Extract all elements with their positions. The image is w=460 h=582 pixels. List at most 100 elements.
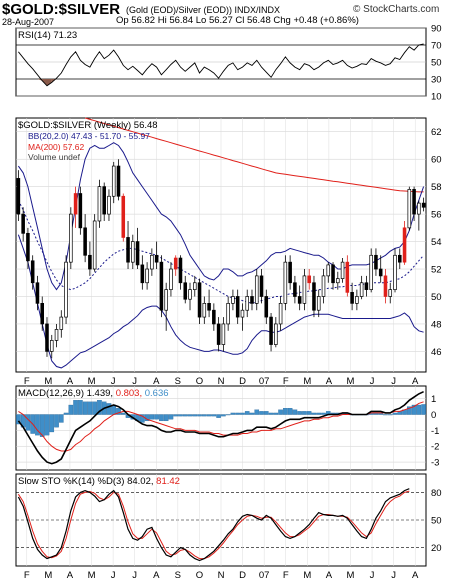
macd-label-signal: 0.803, bbox=[115, 388, 145, 399]
sto-tick-label: 50 bbox=[431, 516, 442, 527]
candle-body bbox=[207, 303, 211, 311]
candle-body bbox=[192, 282, 197, 290]
ma-label: MA(200) 57.62 bbox=[28, 142, 85, 152]
macd-histogram-bar bbox=[97, 400, 102, 415]
chart-date: 28-Aug-2007 bbox=[2, 17, 55, 27]
macd-histogram-bar bbox=[78, 400, 83, 415]
candle-body bbox=[92, 220, 97, 270]
macd-histogram-bar bbox=[316, 412, 322, 415]
macd-histogram-bar bbox=[387, 414, 393, 416]
bb-lower-line bbox=[17, 234, 424, 369]
x-axis-label: J bbox=[111, 376, 116, 387]
candle-body bbox=[26, 232, 30, 262]
macd-histogram-bar bbox=[278, 409, 283, 415]
x-axis-label: N bbox=[218, 376, 225, 387]
macd-histogram-bar bbox=[411, 404, 417, 415]
candle-body bbox=[269, 316, 273, 345]
macd-tick-label: -2 bbox=[431, 442, 439, 453]
x-axis-label: M bbox=[88, 570, 96, 581]
candle-body bbox=[183, 282, 188, 300]
candle-body bbox=[159, 261, 164, 311]
candle-body bbox=[78, 193, 83, 229]
candle-body bbox=[245, 296, 250, 311]
macd-histogram-bar bbox=[173, 414, 179, 417]
x-axis-label: J bbox=[391, 376, 396, 387]
macd-histogram-bar bbox=[149, 414, 155, 420]
macd-histogram-bar bbox=[211, 414, 217, 417]
macd-histogram-bar bbox=[120, 412, 126, 415]
candle-body bbox=[235, 296, 240, 318]
macd-histogram-bar bbox=[192, 414, 198, 417]
rsi-tick-label: 90 bbox=[431, 24, 442, 35]
macd-histogram-bar bbox=[407, 406, 412, 415]
candle-body bbox=[126, 237, 130, 263]
rsi-panel: 90 70 50 30 10 bbox=[15, 24, 442, 103]
candle-body bbox=[49, 340, 54, 352]
macd-histogram-bar bbox=[63, 412, 69, 415]
candle-body bbox=[30, 260, 35, 284]
candle-body bbox=[83, 227, 87, 256]
x-axis-label: J bbox=[111, 570, 116, 581]
rsi-tick-label: 50 bbox=[431, 58, 442, 69]
macd-histogram-bar bbox=[392, 412, 398, 415]
candle-body bbox=[412, 189, 416, 215]
x-axis-label: F bbox=[283, 570, 289, 581]
sto-k-line bbox=[17, 488, 410, 562]
price-tick-label: 62 bbox=[431, 127, 442, 138]
x-axis-label: F bbox=[24, 570, 30, 581]
sto-tick-label: 20 bbox=[431, 543, 442, 554]
candle-body bbox=[121, 195, 126, 238]
x-axis-top: F M A M J J A S O N D 07 F M A M J J A bbox=[24, 376, 419, 387]
candle-body bbox=[111, 165, 116, 197]
x-axis-label: A bbox=[412, 376, 419, 387]
macd-histogram-bar bbox=[225, 414, 231, 416]
macd-histogram-bar bbox=[92, 401, 97, 415]
macd-histogram-bar bbox=[202, 414, 207, 417]
macd-histogram-bar bbox=[292, 409, 298, 415]
candle-body bbox=[231, 296, 235, 304]
candle-body bbox=[407, 189, 412, 229]
macd-histogram-bar bbox=[383, 414, 388, 416]
x-axis-label: D bbox=[239, 570, 246, 581]
macd-histogram-bar bbox=[182, 414, 188, 417]
macd-histogram-bar bbox=[221, 414, 226, 417]
candle-body bbox=[240, 309, 245, 318]
macd-histogram-bar bbox=[116, 408, 121, 415]
candle-body bbox=[16, 178, 21, 215]
candle-body bbox=[64, 261, 68, 318]
candle-body bbox=[393, 254, 397, 290]
x-axis-label: 07 bbox=[259, 376, 270, 387]
x-axis-label: A bbox=[67, 570, 74, 581]
macd-histogram-bar bbox=[58, 414, 64, 423]
x-axis-label: D bbox=[239, 376, 246, 387]
candle-body bbox=[97, 186, 102, 222]
candle-body bbox=[73, 193, 78, 215]
macd-histogram-bar bbox=[306, 411, 312, 415]
macd-histogram-bar bbox=[111, 404, 117, 415]
candle-body bbox=[88, 254, 92, 270]
stochastic-panel: 80 50 20 bbox=[15, 473, 442, 567]
stockcharts-brand: © StockCharts.com bbox=[353, 4, 440, 15]
candle-body bbox=[397, 254, 402, 263]
rsi-tick-label: 30 bbox=[431, 75, 442, 86]
x-axis-label: N bbox=[218, 570, 225, 581]
price-tick-label: 54 bbox=[431, 237, 442, 248]
candle-body bbox=[212, 309, 216, 325]
sto-tick-label: 80 bbox=[431, 488, 442, 499]
candle-body bbox=[154, 254, 159, 263]
candle-body bbox=[369, 254, 373, 290]
price-tick-label: 52 bbox=[431, 265, 442, 276]
candle-body bbox=[374, 254, 378, 270]
macd-label-hist: 0.636 bbox=[144, 388, 169, 399]
macd-histogram-bar bbox=[16, 414, 21, 425]
candle-body bbox=[54, 329, 59, 341]
candle-body bbox=[188, 289, 192, 300]
ohlc-readout: Op 56.82 Hi 56.84 Lo 56.27 Cl 56.48 Chg … bbox=[116, 15, 359, 26]
price-tick-label: 46 bbox=[431, 347, 442, 358]
candle-body bbox=[293, 282, 297, 297]
macd-histogram-bar bbox=[230, 412, 236, 415]
price-tick-label: 50 bbox=[431, 292, 442, 303]
macd-histogram-bar bbox=[287, 408, 293, 415]
chart-symbol-description: (Gold (EOD)/Silver (EOD)) INDX/INDX bbox=[126, 5, 281, 15]
rsi-line bbox=[18, 43, 424, 87]
